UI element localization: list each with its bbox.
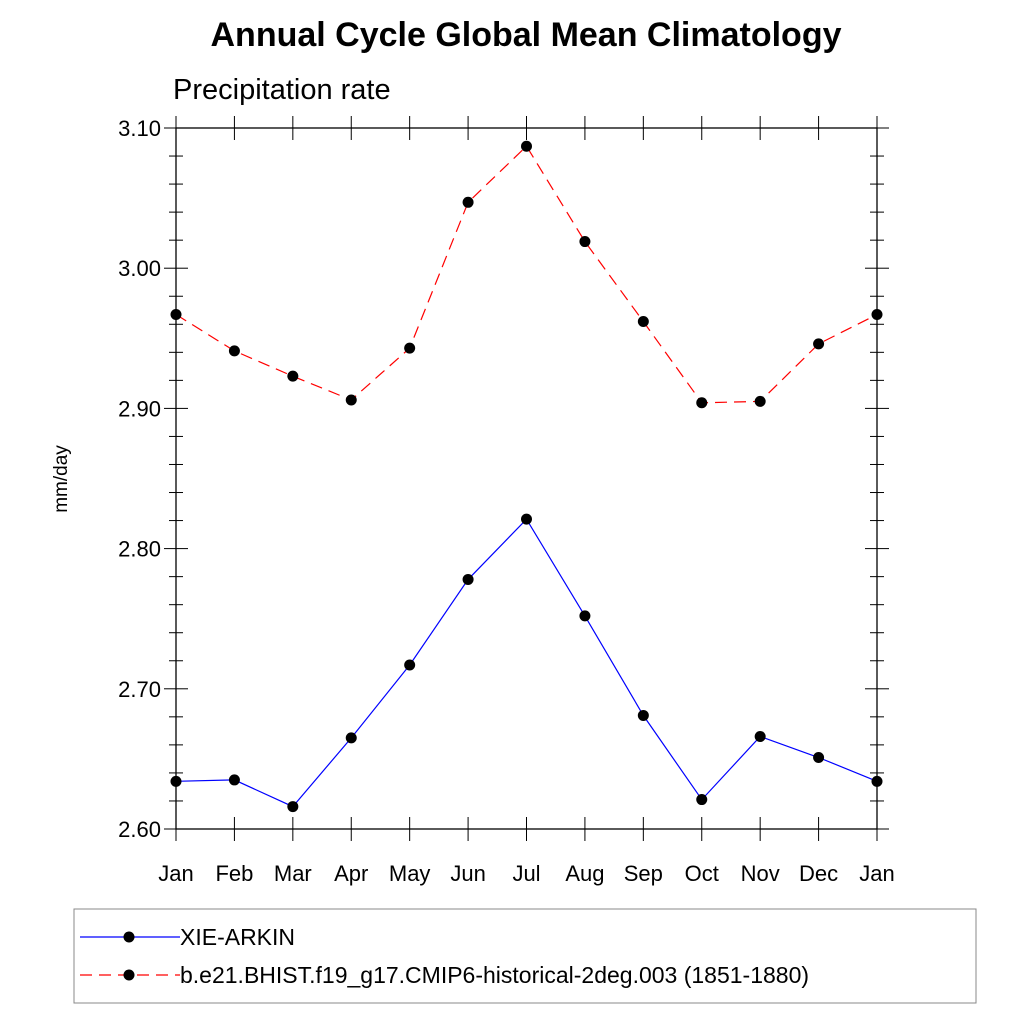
y-tick-label: 2.90 [118, 396, 161, 421]
x-tick-label: Feb [215, 861, 253, 886]
labels-layer: 2.60 2.70 2.80 2.90 3.00 3.10 Jan Feb Mar Apr May J… [118, 116, 895, 886]
plot-frame [175, 127, 878, 830]
y-tick-label: 3.00 [118, 256, 161, 281]
ticks-layer [164, 116, 889, 841]
series-1-point [813, 751, 825, 763]
x-tick-label: Jan [859, 861, 894, 886]
x-tick-label: Aug [565, 861, 604, 886]
chart-subtitle: Precipitation rate [173, 74, 391, 106]
x-tick-label: Jul [512, 861, 540, 886]
x-tick-label: Apr [334, 861, 368, 886]
series-2-point [345, 394, 357, 406]
x-tick-label: Sep [624, 861, 663, 886]
legend-label-2: b.e21.BHIST.f19_g17.CMIP6-historical-2de… [180, 962, 809, 988]
x-tick-label: Dec [799, 861, 838, 886]
x-tick-label: Jan [158, 861, 193, 886]
series-1-point [228, 774, 240, 786]
series-1-point [754, 730, 766, 742]
series-1-point [462, 573, 474, 585]
series-2-point [579, 236, 591, 248]
series-2-point [462, 196, 474, 208]
series-line-2 [175, 145, 878, 404]
y-tick-label: 2.80 [118, 537, 161, 562]
series-2-point [287, 370, 299, 382]
series-2-point [696, 397, 708, 409]
series-1-point [696, 794, 708, 806]
y-tick-label: 2.60 [118, 817, 161, 842]
series-2-point [404, 342, 416, 354]
y-tick-label: 2.70 [118, 677, 161, 702]
chart-title: Annual Cycle Global Mean Climatology [211, 16, 842, 54]
series-1-point [345, 732, 357, 744]
x-tick-label: Nov [741, 861, 780, 886]
x-tick-label: May [389, 861, 431, 886]
x-tick-label: Oct [685, 861, 719, 886]
legend-marker-1 [123, 931, 135, 943]
legend: XIE-ARKIN b.e21.BHIST.f19_g17.CMIP6-histo… [73, 908, 977, 1004]
series-1-point [287, 801, 299, 813]
y-axis-label: mm/day [51, 445, 72, 513]
x-tick-label: Mar [274, 861, 312, 886]
series-2-point [521, 140, 532, 152]
legend-label-1: XIE-ARKIN [180, 924, 295, 950]
y-tick-label: 3.10 [118, 116, 161, 141]
series-2-point [228, 345, 240, 357]
x-tick-label: Jun [450, 861, 485, 886]
legend-marker-2 [123, 969, 135, 981]
series-2-point [813, 338, 825, 350]
series-2-point [637, 315, 649, 327]
legend-box [73, 908, 977, 1004]
series-2-point [754, 395, 766, 407]
series-1-point [404, 659, 416, 671]
series-1-point [521, 513, 532, 525]
legend-items: XIE-ARKIN b.e21.BHIST.f19_g17.CMIP6-histo… [80, 924, 809, 988]
series-1-point [637, 709, 649, 721]
series-1-point [579, 610, 591, 622]
series-layer [170, 140, 883, 813]
series-line-1 [175, 518, 878, 808]
